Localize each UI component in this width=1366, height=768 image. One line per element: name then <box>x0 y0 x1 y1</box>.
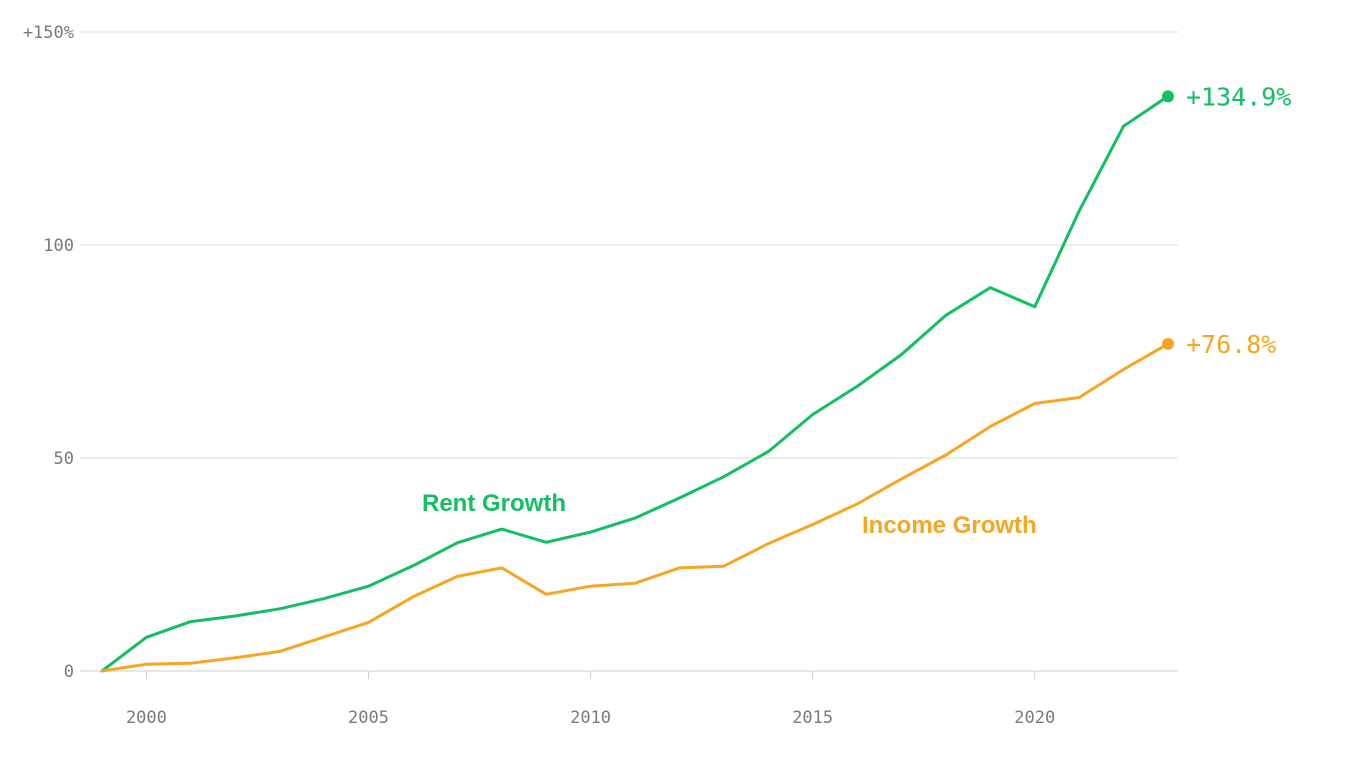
series-layer <box>100 90 1174 673</box>
rent-growth-end-label: +134.9% <box>1186 82 1291 111</box>
x-axis: 2000 2005 2010 2015 2020 <box>126 671 1055 728</box>
income-growth-line <box>100 342 1170 673</box>
x-tick-label: 2020 <box>1014 708 1055 728</box>
grid-layer <box>80 31 1178 672</box>
y-tick-label: +150% <box>23 23 74 43</box>
income-growth-end-label: +76.8% <box>1186 330 1276 359</box>
x-tick-label: 2005 <box>348 708 389 728</box>
y-tick-label: 100 <box>43 236 74 256</box>
rent-growth-end-point <box>1162 90 1174 103</box>
x-tick-label: 2010 <box>570 708 611 728</box>
y-tick-label: 50 <box>54 449 74 469</box>
y-axis-tick-labels: 0 50 100 +150% <box>23 23 74 682</box>
income-growth-series-label: Income Growth <box>862 512 1037 539</box>
rent-growth-line <box>100 94 1170 673</box>
income-growth-end-point <box>1162 337 1174 350</box>
label-layer: +134.9% Rent Growth +76.8% Income Growth <box>422 82 1291 539</box>
x-tick-label: 2000 <box>126 708 167 728</box>
y-tick-label: 0 <box>64 662 74 682</box>
x-tick-label: 2015 <box>792 708 833 728</box>
rent-growth-series-label: Rent Growth <box>422 490 566 517</box>
